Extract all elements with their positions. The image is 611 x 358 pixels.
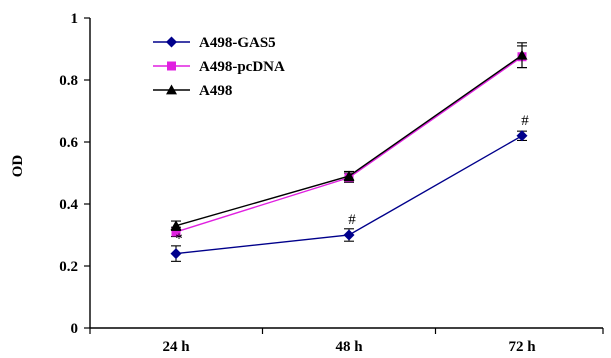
series-a498-gas5 <box>170 130 528 262</box>
legend-marker <box>167 61 176 71</box>
significance-mark: # <box>348 212 356 228</box>
data-point <box>343 170 355 181</box>
series-line <box>175 54 523 227</box>
x-ticks: 24 h 48 h 72 h <box>89 328 604 355</box>
significance-mark: # <box>521 113 529 129</box>
x-tick-label: 24 h <box>162 339 190 355</box>
significance-mark: * <box>175 231 183 247</box>
legend: A498-GAS5 A498-pcDNA A498 <box>153 35 285 99</box>
legend-label: A498-GAS5 <box>199 35 276 51</box>
annotations: * # # <box>175 113 529 247</box>
data-point <box>171 227 181 237</box>
legend-item: A498-GAS5 <box>153 35 276 51</box>
legend-item: A498-pcDNA <box>153 59 285 75</box>
x-tick-label: 72 h <box>508 339 536 355</box>
legend-label: A498 <box>199 83 232 99</box>
series-layer <box>170 42 528 262</box>
legend-marker <box>166 84 177 95</box>
y-ticks: 0 0.2 0.4 0.6 0.8 1 <box>59 11 90 337</box>
series-a498 <box>170 42 528 231</box>
data-point <box>516 130 528 142</box>
data-point <box>343 229 355 241</box>
y-axis-title: OD <box>10 155 26 178</box>
legend-label: A498-pcDNA <box>199 59 285 75</box>
y-tick-label: 0 <box>71 321 79 337</box>
data-point <box>170 248 182 260</box>
y-tick-label: 0.2 <box>59 259 78 275</box>
y-tick-label: 0.8 <box>59 73 78 89</box>
legend-item: A498 <box>153 83 232 99</box>
y-tick-label: 0.6 <box>59 135 78 151</box>
data-point <box>170 220 182 231</box>
legend-marker <box>166 36 177 48</box>
data-point <box>516 49 528 60</box>
x-tick-label: 48 h <box>335 339 363 355</box>
y-tick-label: 1 <box>71 11 79 27</box>
y-tick-label: 0.4 <box>59 197 78 213</box>
